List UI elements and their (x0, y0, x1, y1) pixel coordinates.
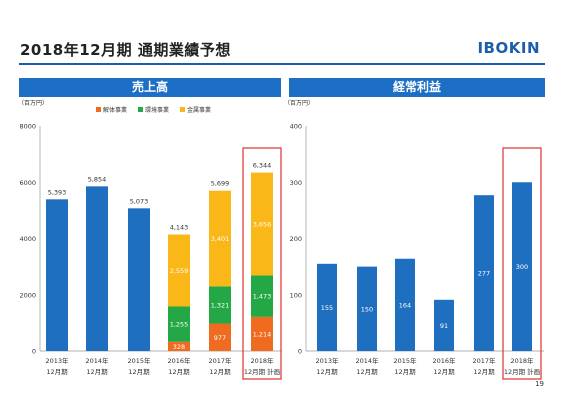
sales-bar-segment (168, 341, 190, 351)
sales-x-tick-label: 2015年 (127, 356, 151, 365)
profit-x-tick-label: 2013年 (315, 356, 339, 365)
sales-x-tick-label: 2017年 (208, 356, 232, 365)
sales-segment-label: 3,401 (211, 235, 230, 243)
profit-x-tick-label: 2017年 (472, 356, 496, 365)
profit-bar (317, 263, 337, 351)
profit-x-tick-label: 12月期 計画 (504, 367, 540, 376)
profit-x-tick-label: 12月期 (394, 368, 416, 376)
profit-x-tick-label: 2016年 (432, 356, 456, 365)
profit-x-tick-label: 2018年 (510, 356, 534, 365)
sales-y-tick-label: 0 (32, 348, 36, 356)
sales-segment-label: 328 (173, 343, 185, 351)
legend-label: 環境事業 (145, 106, 169, 114)
sales-bar-segment (209, 323, 231, 351)
sales-segment-label: 3,656 (253, 221, 272, 229)
profit-y-tick-label: 200 (290, 235, 302, 243)
profit-x-tick-label: 12月期 (433, 368, 455, 376)
sales-bar (128, 208, 150, 351)
profit-forecast-highlight-box (502, 147, 542, 380)
profit-x-tick-label: 2015年 (393, 356, 417, 365)
profit-y-tick-label: 400 (290, 123, 302, 131)
sales-total-label: 4,143 (170, 223, 189, 231)
sales-bar-segment (251, 275, 273, 317)
profit-bar-label: 91 (440, 322, 448, 330)
title-divider (19, 63, 545, 65)
profit-bar (474, 195, 494, 351)
sales-x-tick-label: 2014年 (85, 356, 109, 365)
profit-y-tick-label: 300 (290, 179, 302, 187)
company-logo: IBOKIN (477, 39, 540, 57)
sales-total-label: 5,393 (48, 188, 67, 196)
sales-x-tick-label: 2018年 (250, 356, 274, 365)
page-title: 2018年12月期 通期業績予想 (20, 41, 231, 59)
sales-x-tick-label: 12月期 (209, 368, 231, 376)
sales-segment-label: 1,473 (253, 293, 272, 301)
sales-segment-label: 1,255 (170, 321, 189, 329)
sales-x-tick-label: 12月期 (128, 368, 150, 376)
sales-segment-label: 1,321 (211, 301, 230, 309)
legend-swatch (138, 107, 143, 112)
profit-bar-label: 300 (516, 263, 528, 271)
sales-y-tick-label: 4000 (19, 235, 36, 243)
sales-segment-label: 977 (214, 334, 226, 342)
profit-unit-label: （百万円） (284, 100, 314, 107)
sales-x-tick-label: 12月期 (168, 368, 190, 376)
sales-chart-header: 売上高 (19, 78, 281, 97)
profit-x-tick-label: 12月期 (316, 368, 338, 376)
sales-unit-label: （百万円） (18, 100, 48, 107)
sales-x-tick-label: 12月期 (46, 368, 68, 376)
profit-bar-label: 150 (361, 305, 373, 313)
profit-x-tick-label: 12月期 (473, 368, 495, 376)
sales-total-label: 6,344 (253, 162, 272, 170)
sales-bar-segment (168, 306, 190, 342)
profit-y-tick-label: 100 (290, 291, 302, 299)
sales-forecast-highlight-box (242, 147, 282, 380)
sales-total-label: 5,854 (88, 175, 107, 183)
sales-bar-segment (251, 172, 273, 276)
sales-total-label: 5,699 (211, 180, 230, 188)
sales-y-tick-label: 8000 (19, 123, 36, 131)
sales-x-tick-label: 12月期 (86, 368, 108, 376)
profit-bar-label: 277 (478, 270, 490, 278)
sales-x-tick-label: 2013年 (45, 356, 69, 365)
sales-bar-segment (168, 234, 190, 307)
profit-x-tick-label: 12月期 (356, 368, 378, 376)
sales-bar (86, 186, 108, 351)
sales-total-label: 5,073 (130, 197, 149, 205)
profit-bar (357, 266, 377, 351)
profit-bar (512, 182, 532, 351)
sales-bar-segment (251, 316, 273, 351)
sales-y-tick-label: 6000 (19, 179, 36, 187)
sales-y-tick-label: 2000 (19, 291, 36, 299)
legend-swatch (180, 107, 185, 112)
profit-y-tick-label: 0 (298, 348, 302, 356)
profit-bar (434, 299, 454, 351)
profit-bar-label: 155 (321, 304, 333, 312)
profit-bar (395, 258, 415, 351)
page-number: 19 (535, 380, 544, 388)
sales-bar-segment (209, 286, 231, 324)
sales-x-tick-label: 12月期 計画 (244, 367, 280, 376)
sales-bar (46, 199, 68, 351)
legend-label: 解体事業 (103, 106, 127, 114)
sales-bar-segment (209, 190, 231, 287)
profit-chart-header: 経常利益 (289, 78, 545, 97)
legend-swatch (96, 107, 101, 112)
sales-segment-label: 2,559 (170, 267, 189, 275)
sales-segment-label: 1,214 (253, 330, 272, 338)
legend-label: 金属事業 (187, 106, 211, 114)
sales-x-tick-label: 2016年 (167, 356, 191, 365)
profit-bar-label: 164 (399, 301, 411, 309)
profit-x-tick-label: 2014年 (355, 356, 379, 365)
